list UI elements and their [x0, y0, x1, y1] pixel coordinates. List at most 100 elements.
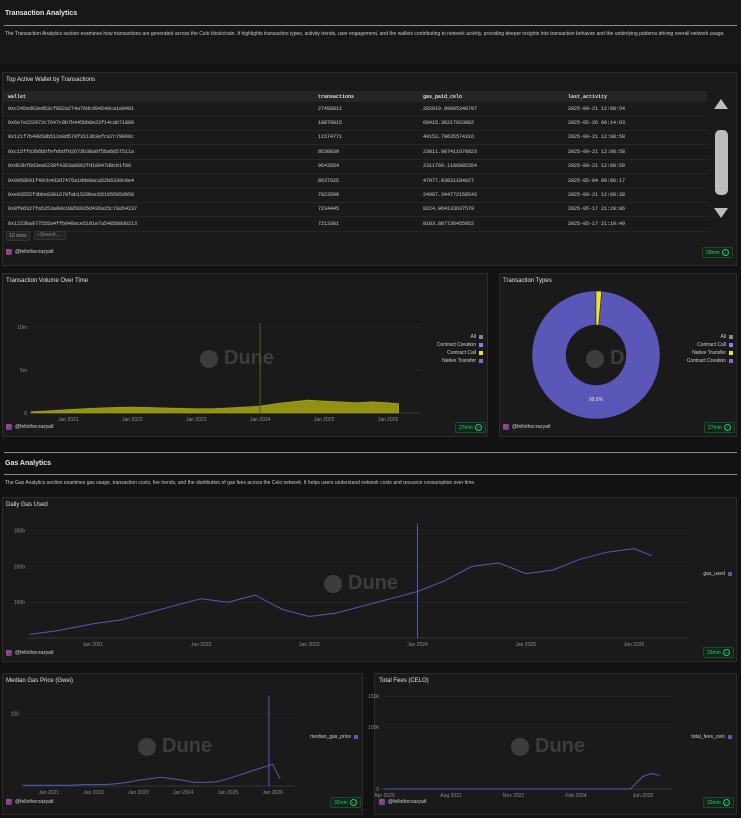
table-row[interactable]: 0xc245ed63ed53cf862a274a76dcd94549ca1e84… [3, 102, 707, 117]
legend-swatch [729, 335, 733, 339]
legend-label: Contract Call [447, 350, 476, 356]
wallet-cell: 0x1223ba977555a4ffb949ace5181e7a548588d6… [3, 216, 313, 232]
wallet-cell: 0x6e7e222972c7647c8b7b445bb8e23f14cab718… [3, 115, 313, 131]
table-row[interactable]: 0x121f7b48858b512e8d579f3113b3efca7c7986… [3, 130, 707, 146]
x-tick-label: Jan 2026 [262, 790, 283, 796]
volume-chart-title: Transaction Volume Over Time [6, 278, 89, 284]
y-tick-label: 100 [11, 712, 20, 718]
total-fees-credit[interactable]: @fellothecrazyatl [379, 799, 426, 805]
table-row[interactable]: 0xe93555f3bbe8381678fab1529bacb5195595d9… [3, 187, 707, 203]
volume-chart-refresh-badge[interactable]: 27min ✓ [455, 422, 486, 433]
volume-chart-credit[interactable]: @fellothecrazyatl [6, 424, 53, 430]
legend-item[interactable]: Contract Call [658, 341, 733, 349]
legend-label: total_fees_celo [691, 734, 725, 740]
x-tick-label: Feb 2024 [565, 793, 586, 799]
gas-section-description: The Gas Analytics section examines gas u… [5, 480, 476, 486]
column-header-last-activity[interactable]: last_activity [563, 91, 707, 102]
wallet-cell: 0xc245ed63ed53cf862a274a76dcd94549ca1e84… [3, 102, 313, 117]
types-chart-credit[interactable]: @fellothecrazyatl [503, 424, 550, 430]
x-tick-label: Jan 2023 [299, 642, 320, 648]
series-line [29, 548, 653, 635]
legend-item[interactable]: All [658, 333, 733, 341]
gas-section-top-rule [4, 452, 737, 453]
legend-swatch [729, 343, 733, 347]
table-row[interactable]: 0xd63bf8d3ea6230f4363a6662fd18947d8cb1f8… [3, 159, 707, 174]
y-tick-label: 5m [20, 368, 27, 374]
table-scrollbar-thumb[interactable] [715, 130, 728, 195]
y-tick-label: 150k [368, 694, 379, 700]
legend-swatch [354, 735, 358, 739]
median-gas-panel [2, 673, 363, 815]
legend-item[interactable]: Native Transfer [658, 349, 733, 357]
legend-item[interactable]: gas_used [690, 570, 732, 578]
legend-label: gas_used [703, 571, 725, 577]
check-icon: ✓ [723, 424, 731, 431]
check-icon: ✓ [349, 799, 357, 806]
wallet-cell: 0xe93555f3bbe8381678fab1529bacb5195595d9… [3, 187, 313, 203]
column-header-transactions[interactable]: transactions [313, 91, 418, 102]
legend-item[interactable]: Contract Creation [658, 357, 733, 365]
legend-item[interactable]: Contract Creation [410, 341, 483, 349]
table-row[interactable]: 0x9958b91f49cb4d3d7475a1dde8aca52b6339c6… [3, 173, 707, 189]
legend-item[interactable]: Native Transfer [410, 357, 483, 365]
check-icon: ✓ [721, 249, 729, 256]
median-gas-title: Median Gas Price (Gwei) [6, 678, 74, 684]
median-gas-credit[interactable]: @fellothecrazyatl [6, 799, 53, 805]
volume-chart-legend: All Contract Creation Contract Call Native … [410, 333, 483, 365]
series-line [384, 772, 660, 790]
dune-watermark: Dune [511, 735, 585, 758]
total-fees-legend: total_fees_celo [680, 733, 732, 741]
total-fees-refresh-badge[interactable]: 32min ✓ [703, 797, 734, 808]
daily-gas-title: Daily Gas Used [6, 502, 48, 508]
check-icon: ✓ [722, 799, 730, 806]
wallet-table-refresh-badge[interactable]: 28min ✓ [702, 247, 733, 258]
wallet-table-credit[interactable]: @fellothecrazyatl [6, 249, 53, 255]
legend-label: Contract Creation [686, 358, 726, 364]
y-tick-label: 0 [376, 787, 379, 793]
column-header-gas-paid[interactable]: gas_paid_celo [418, 91, 563, 102]
legend-label: Native Transfer [442, 358, 476, 364]
table-row[interactable]: 0x1223ba977555a4ffb949ace5181e7a548588d6… [3, 216, 707, 232]
avatar [503, 424, 509, 430]
table-row[interactable]: 0xc15ff63b6bbfefebdf92673b38a0f5ba665751… [3, 144, 707, 160]
wallet-cell: 0x121f7b48858b512e8d579f3113b3efca7c7986… [3, 130, 313, 146]
daily-gas-refresh-badge[interactable]: 32min ✓ [703, 647, 734, 658]
last-activity-cell: 2025-09-21 12:08:54 [563, 102, 707, 117]
scroll-down-arrow-icon[interactable] [714, 208, 728, 218]
x-tick-label: Jan 2021 [39, 790, 60, 796]
check-icon: ✓ [722, 649, 730, 656]
transactions-cell: 7234445 [313, 202, 418, 218]
legend-item[interactable]: All [410, 333, 483, 341]
x-tick-label: Jun 2025 [633, 793, 654, 799]
types-chart-refresh-badge[interactable]: 27min ✓ [704, 422, 735, 433]
transactions-cell: 27458812 [313, 102, 418, 117]
legend-item[interactable]: total_fees_celo [680, 733, 732, 741]
gas-paid-cell: 23811.987411676823 [418, 144, 563, 160]
y-tick-label: 10m [17, 325, 27, 331]
table-search-input[interactable]: ⌕Search... [34, 231, 66, 240]
daily-gas-credit[interactable]: @fellothecrazyatl [6, 650, 53, 656]
gas-paid-cell: 2311769.1186985354 [418, 159, 563, 174]
transactions-cell: 9643564 [313, 159, 418, 174]
legend-item[interactable]: Contract Call [410, 349, 483, 357]
gas-paid-cell: 282919.99985348787 [418, 102, 563, 117]
gas-section-title: Gas Analytics [5, 460, 52, 467]
last-activity-cell: 2025-05-17 21:29:06 [563, 202, 707, 218]
tx-section-title: Transaction Analytics [5, 10, 78, 17]
y-tick-label: 200b [14, 564, 25, 570]
table-row[interactable]: 0x6e7e222972c7647c8b7b445bb8e23f14cab718… [3, 115, 707, 131]
total-fees-panel [374, 673, 737, 815]
legend-swatch [479, 351, 483, 355]
wallet-cell: 0xc15ff63b6bbfefebdf92673b38a0f5ba665751… [3, 144, 313, 160]
column-header-wallet[interactable]: wallet [3, 91, 313, 102]
scroll-up-arrow-icon[interactable] [714, 99, 728, 109]
x-tick-label: Jan 2024 [250, 417, 271, 423]
legend-swatch [728, 572, 732, 576]
y-tick-label: 100k [368, 725, 379, 731]
median-gas-refresh-badge[interactable]: 32min ✓ [330, 797, 361, 808]
legend-item[interactable]: median_gas_price [298, 733, 358, 741]
check-icon: ✓ [474, 424, 482, 431]
table-row[interactable]: 0x8f9d327fa5253a68e18856935d436a25c78a54… [3, 202, 707, 218]
